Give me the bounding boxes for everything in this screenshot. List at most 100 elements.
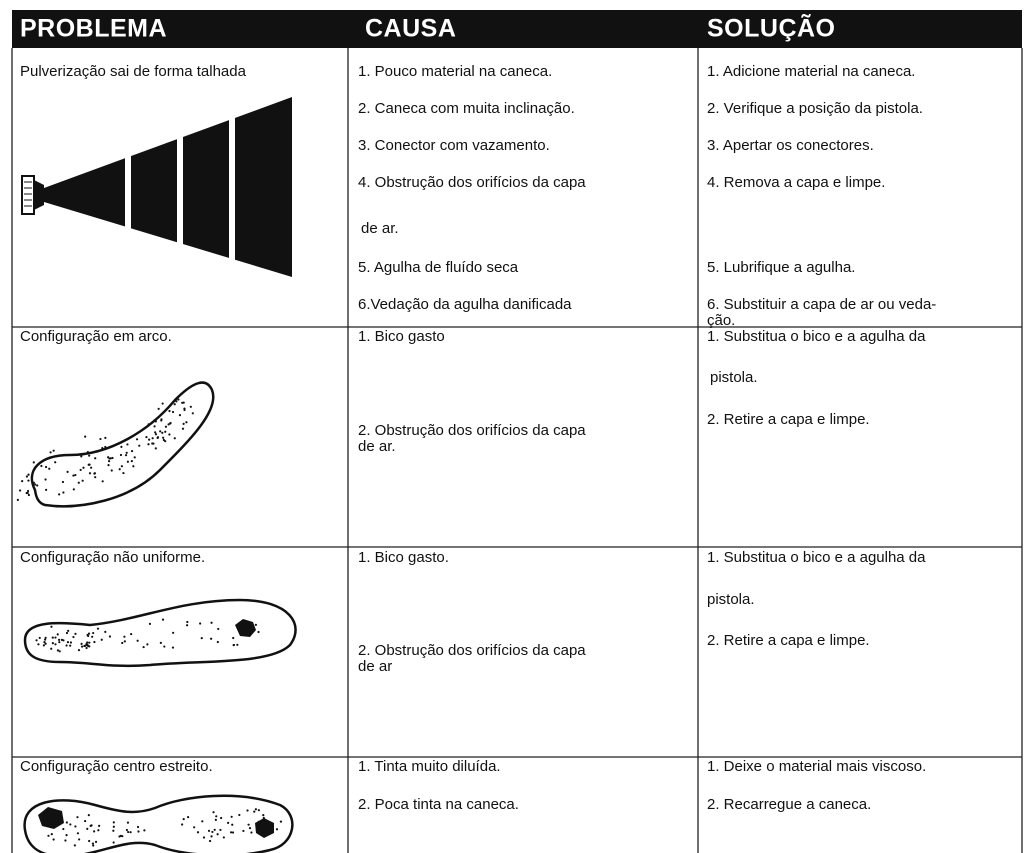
dot bbox=[85, 646, 88, 650]
dot bbox=[52, 449, 55, 452]
dot bbox=[162, 436, 165, 439]
dot bbox=[67, 629, 70, 632]
solution-text: 5. Lubrifique a agulha. bbox=[707, 259, 856, 276]
cause-text: de ar bbox=[358, 658, 393, 675]
dot bbox=[257, 820, 260, 823]
dot bbox=[65, 834, 68, 837]
dot bbox=[238, 813, 241, 817]
dot bbox=[211, 830, 214, 834]
dot bbox=[253, 810, 256, 813]
dot bbox=[123, 635, 126, 638]
dot bbox=[129, 831, 132, 834]
dot bbox=[220, 816, 223, 820]
solution-text: 1. Deixe o material mais viscoso. bbox=[707, 758, 927, 775]
dot bbox=[94, 457, 97, 460]
dot bbox=[62, 827, 65, 831]
dot bbox=[38, 636, 41, 640]
dot bbox=[148, 622, 152, 625]
dot bbox=[26, 491, 29, 495]
dot bbox=[97, 829, 100, 832]
dot bbox=[120, 445, 123, 448]
problem-text: Configuração em arco. bbox=[20, 328, 172, 345]
dot bbox=[91, 842, 95, 845]
dot bbox=[119, 453, 123, 457]
dot bbox=[123, 640, 126, 643]
dot bbox=[44, 642, 47, 645]
dot bbox=[173, 403, 176, 406]
dot bbox=[212, 811, 215, 814]
dot bbox=[214, 818, 217, 822]
dot bbox=[199, 622, 202, 625]
dot bbox=[72, 488, 75, 491]
dot bbox=[164, 425, 168, 428]
dot bbox=[121, 835, 124, 838]
cause-text: 1. Tinta muito diluída. bbox=[358, 758, 501, 775]
dot bbox=[37, 643, 40, 646]
header-cell: CAUSA bbox=[365, 14, 457, 43]
dot bbox=[151, 437, 154, 440]
dot bbox=[69, 641, 73, 644]
dot bbox=[76, 816, 79, 819]
dot bbox=[156, 436, 159, 440]
dot bbox=[73, 844, 76, 847]
dot bbox=[163, 645, 166, 648]
dot bbox=[172, 631, 175, 634]
dot bbox=[154, 447, 157, 450]
dot bbox=[173, 437, 176, 440]
dot bbox=[86, 633, 89, 637]
dot bbox=[215, 815, 218, 818]
dot bbox=[175, 400, 178, 403]
dot bbox=[61, 480, 65, 484]
dot bbox=[27, 493, 30, 497]
dot bbox=[87, 813, 90, 817]
dot bbox=[191, 412, 194, 415]
dot bbox=[254, 623, 258, 626]
dot bbox=[90, 824, 93, 827]
dot bbox=[108, 635, 112, 638]
solution-text: pistola. bbox=[707, 591, 755, 608]
dot bbox=[66, 470, 69, 473]
dot bbox=[92, 631, 95, 635]
cause-text: 2. Caneca com muita inclinação. bbox=[358, 100, 575, 117]
dot bbox=[98, 824, 101, 827]
dot bbox=[88, 454, 91, 457]
header-bar bbox=[12, 10, 1022, 48]
cause-text: 1. Bico gasto bbox=[358, 328, 445, 345]
dot bbox=[44, 638, 47, 641]
dot bbox=[257, 809, 260, 812]
dot bbox=[138, 444, 141, 447]
cause-text: de ar. bbox=[361, 220, 399, 237]
dot bbox=[279, 820, 283, 823]
dot bbox=[74, 632, 77, 635]
solution-text: 2. Retire a capa e limpe. bbox=[707, 411, 870, 428]
dot bbox=[94, 476, 97, 479]
dot bbox=[52, 838, 55, 841]
solution-text: 1. Adicione material na caneca. bbox=[707, 63, 916, 80]
dot bbox=[262, 816, 265, 820]
dot bbox=[275, 828, 279, 831]
dot bbox=[181, 823, 184, 826]
dot bbox=[248, 827, 252, 830]
dot bbox=[50, 833, 53, 836]
dot bbox=[168, 433, 171, 436]
dot bbox=[21, 480, 24, 483]
cause-text: 3. Conector com vazamento. bbox=[358, 137, 550, 154]
dot bbox=[132, 465, 135, 468]
dot bbox=[231, 823, 234, 826]
dot bbox=[143, 829, 146, 832]
dot bbox=[80, 642, 83, 645]
dot bbox=[34, 483, 37, 486]
dot bbox=[217, 627, 220, 631]
dot bbox=[120, 465, 123, 468]
dot bbox=[130, 632, 133, 636]
dot bbox=[32, 461, 35, 464]
dot bbox=[27, 479, 30, 482]
cause-text: 6.Vedação da agulha danificada bbox=[358, 296, 572, 313]
dot bbox=[121, 641, 124, 645]
dot bbox=[200, 637, 203, 640]
dot bbox=[101, 447, 104, 450]
dot bbox=[48, 467, 51, 470]
dot bbox=[148, 438, 151, 441]
